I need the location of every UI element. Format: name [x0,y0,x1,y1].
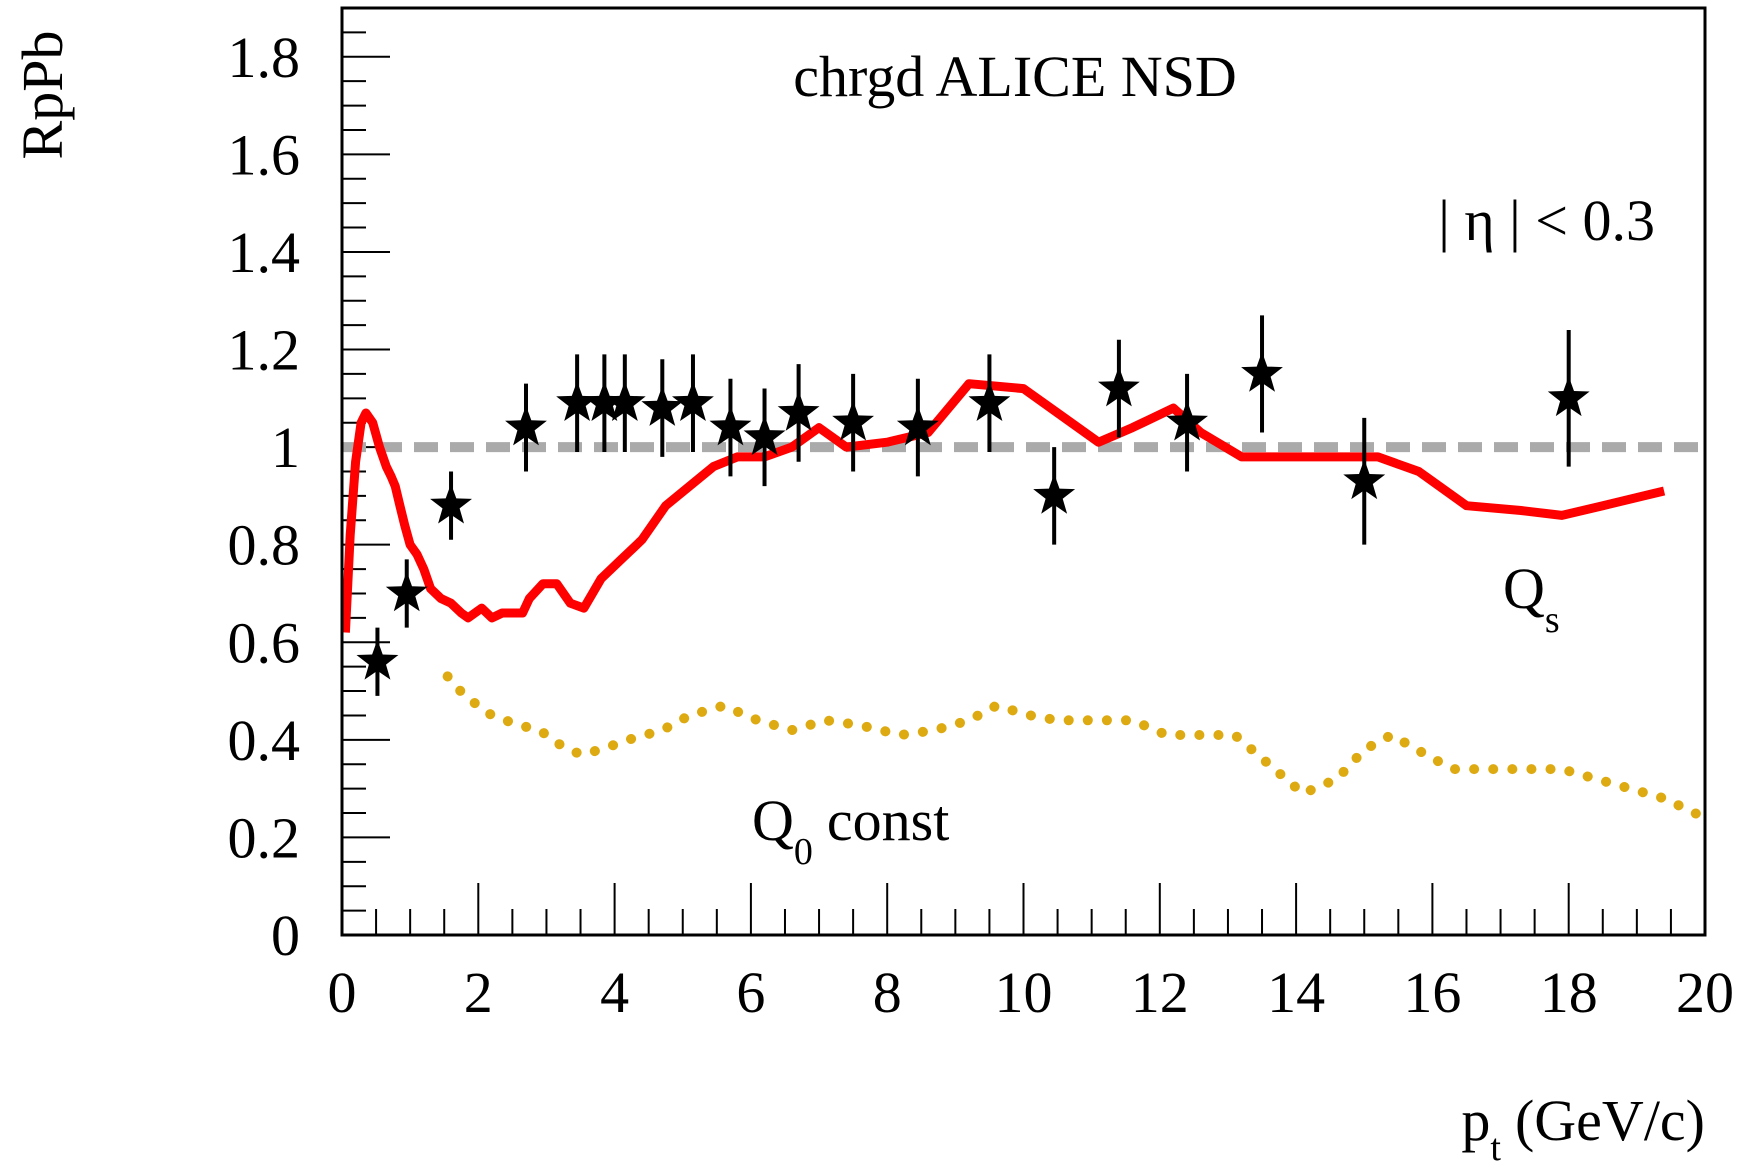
data-point [356,627,399,696]
star-marker [777,391,820,431]
star-marker [1098,366,1140,407]
q0-series-label: Q0 const [752,788,949,873]
q0-label-main: Q [752,788,794,853]
x-tick-label: 6 [736,960,765,1025]
y-tick-label: 1 [271,415,300,480]
data-point [1098,339,1140,438]
data-point [505,383,547,472]
star-marker [968,381,1011,421]
x-tick-label: 8 [873,960,902,1025]
star-marker [1547,376,1590,417]
data-point [556,354,598,452]
alice-data-points [356,315,1590,696]
y-tick-label: 1.2 [228,318,301,383]
q0-label-suffix: const [827,788,949,853]
x-tick-label: 0 [328,960,357,1025]
y-tick-labels: 0 0.2 0.4 0.6 0.8 1 1.2 1.4 1.6 1.8 [228,25,301,968]
qs-curve [340,379,1666,633]
y-tick-label: 0.4 [228,708,301,773]
star-marker [832,400,874,441]
x-tick-label: 20 [1676,960,1734,1025]
x-tick-label: 18 [1540,960,1598,1025]
data-point [583,354,626,452]
y-tick-label: 0.2 [228,805,301,870]
data-point [968,354,1011,452]
data-point [641,359,684,457]
star-marker [709,405,752,446]
eta-cut-annotation: | η | < 0.3 [1438,188,1655,253]
x-tick-label: 12 [1131,960,1189,1025]
star-marker [896,405,939,446]
y-tick-label: 1.6 [228,122,301,187]
y-tick-label: 1.4 [228,220,301,285]
qs-label-main: Q [1503,556,1545,621]
star-marker [430,483,472,524]
star-marker [1166,400,1208,441]
data-point [430,471,472,540]
x-tick-label: 14 [1267,960,1325,1025]
data-point [1343,417,1386,545]
y-tick-label: 0.8 [228,513,301,578]
star-marker [1033,473,1076,514]
x-tick-label: 10 [995,960,1053,1025]
data-point [709,378,752,477]
y-tick-label: 0 [271,903,300,968]
q0-label-sub: 0 [794,831,813,873]
star-marker [583,381,626,421]
qs-series-label: Qs [1503,556,1560,641]
x-tick-label: 2 [464,960,493,1025]
star-marker [603,381,646,421]
y-tick-label: 1.8 [228,25,301,90]
y-axis-ticks [342,7,390,936]
q0-const-curve [442,671,1710,823]
series-layer [340,315,1710,823]
x-axis-title-main: p [1461,1088,1490,1153]
data-point [672,354,714,452]
star-marker [385,571,428,612]
y-tick-label: 0.6 [228,610,301,675]
plot-frame [340,6,1707,937]
star-marker [1343,459,1386,500]
data-point [1033,447,1076,545]
y-axis-title: RpPb [10,31,75,160]
star-marker [743,415,786,456]
star-marker [356,639,399,680]
star-marker [672,381,714,421]
star-marker [1241,351,1283,392]
x-tick-label: 16 [1403,960,1461,1025]
x-axis-title-unit: (GeV/c) [1515,1088,1705,1153]
data-point [743,388,786,487]
data-point [832,373,874,472]
data-point [385,559,428,628]
x-axis-title: pt (GeV/c) [1461,1088,1705,1163]
chart-title: chrgd ALICE NSD [793,44,1237,109]
x-tick-labels: 0 2 4 6 8 10 12 14 16 18 20 [328,960,1735,1025]
star-marker [505,405,547,446]
data-point [603,354,646,452]
data-point [896,378,939,477]
data-point [1166,373,1208,472]
data-point [1241,315,1283,433]
qs-label-sub: s [1545,599,1560,641]
data-point [1547,330,1590,467]
x-axis-title-sub: t [1490,1127,1501,1163]
data-point [777,364,820,462]
star-marker [556,381,598,421]
star-marker [641,386,684,426]
x-tick-label: 4 [600,960,629,1025]
